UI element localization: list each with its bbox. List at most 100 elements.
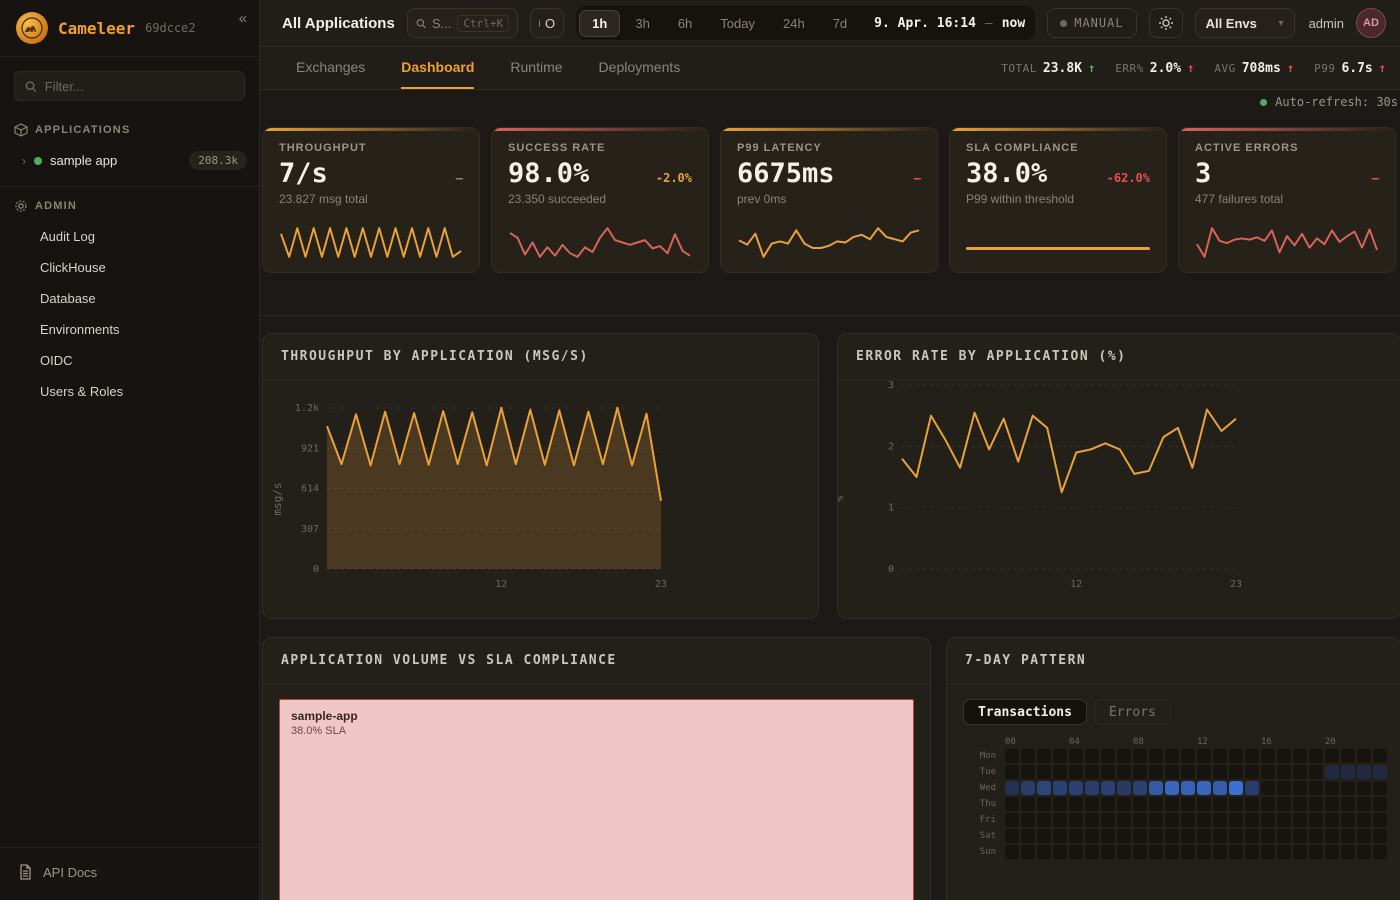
heatmap-cell — [1373, 797, 1387, 811]
card-accent-bar — [1179, 128, 1395, 131]
date-to: now — [1002, 16, 1025, 31]
sparkline — [279, 224, 463, 260]
heatmap-cell — [1069, 781, 1083, 795]
search-shortcut: Ctrl+K — [457, 15, 509, 32]
stat-label: P99 — [1314, 62, 1335, 75]
tab-runtime[interactable]: Runtime — [510, 47, 562, 89]
kpi-card-sla-compliance: SLA COMPLIANCE38.0%-62.0%P99 within thre… — [949, 127, 1167, 273]
sidebar-item-api-docs[interactable]: API Docs — [0, 847, 259, 900]
theme-toggle-button[interactable] — [1149, 8, 1183, 38]
heatmap-cell — [1181, 813, 1195, 827]
heatmap-day-label: Wed — [963, 783, 1003, 793]
pattern-toggle-row: Transactions Errors — [963, 699, 1384, 725]
tab-dashboard[interactable]: Dashboard — [401, 47, 474, 89]
heatmap-cell — [1277, 813, 1291, 827]
time-range-1h[interactable]: 1h — [579, 10, 620, 37]
tab-exchanges[interactable]: Exchanges — [296, 47, 365, 89]
heatmap-cell — [1037, 749, 1051, 763]
heatmap-cell — [1213, 813, 1227, 827]
heatmap-cell — [1133, 749, 1147, 763]
sidebar-item-audit-log[interactable]: Audit Log — [0, 221, 259, 252]
heatmap-cell — [1325, 797, 1339, 811]
heatmap-cell — [1341, 765, 1355, 779]
kpi-card-success-rate: SUCCESS RATE98.0%-2.0%23.350 succeeded — [491, 127, 709, 273]
sidebar-item-sample-app[interactable]: › sample app 208.3k — [0, 145, 259, 176]
stat-total: TOTAL23.8K↑ — [1001, 61, 1095, 76]
heatmap-cell — [1245, 797, 1259, 811]
heatmap-cell — [1277, 781, 1291, 795]
manual-mode-button[interactable]: MANUAL — [1047, 8, 1136, 38]
treemap-tile-sample-app[interactable]: sample-app 38.0% SLA — [279, 699, 914, 900]
heatmap-cell — [1229, 845, 1243, 859]
heatmap-cell — [1069, 813, 1083, 827]
kpi-value: 38.0% — [966, 158, 1047, 189]
svg-text:1.2k: 1.2k — [295, 403, 319, 414]
sidebar-item-database[interactable]: Database — [0, 283, 259, 314]
sla-treemap-panel: APPLICATION VOLUME VS SLA COMPLIANCE sam… — [262, 637, 931, 900]
time-range-24h[interactable]: 24h — [770, 10, 818, 37]
heatmap-cell — [1101, 829, 1115, 843]
heatmap-day-label: Sat — [963, 831, 1003, 841]
stat-value: 23.8K — [1043, 61, 1082, 76]
throughput-chart-panel: THROUGHPUT BY APPLICATION (MSG/S) 1.2k92… — [262, 333, 819, 619]
heatmap-hour-label: 12 — [1197, 737, 1211, 747]
kpi-sparkline — [737, 224, 921, 262]
heatmap-cell — [1229, 781, 1243, 795]
heatmap-cell — [1293, 765, 1307, 779]
stat-value: 6.7s — [1341, 61, 1372, 76]
search-icon — [416, 17, 426, 30]
line-chart-svg: 1.2k92161430701223 — [263, 380, 818, 618]
tab-deployments[interactable]: Deployments — [599, 47, 681, 89]
heatmap-cell — [1021, 797, 1035, 811]
heatmap-cell — [1373, 781, 1387, 795]
heatmap-hour-label: 16 — [1261, 737, 1275, 747]
line-chart-svg: 32101223 — [838, 380, 1400, 618]
stat-err: ERR%2.0%↑ — [1115, 61, 1194, 76]
kpi-delta: -2.0% — [656, 171, 692, 185]
app-root: Cameleer 69dcce2 « APPLICATIONS › sample… — [0, 0, 1400, 900]
kpi-value: 3 — [1195, 158, 1211, 189]
kpi-progress-bar — [966, 247, 1150, 250]
pattern-toggle-errors[interactable]: Errors — [1094, 699, 1171, 725]
heatmap-cell — [1101, 845, 1115, 859]
time-range-7d[interactable]: 7d — [820, 10, 860, 37]
kpi-sparkline — [279, 224, 463, 262]
manual-label: MANUAL — [1074, 16, 1123, 30]
pattern-toggle-transactions[interactable]: Transactions — [963, 699, 1087, 725]
heatmap-cell — [1197, 765, 1211, 779]
avatar[interactable]: AD — [1356, 8, 1386, 38]
sparkline — [508, 224, 692, 260]
heatmap-hour-label: 04 — [1069, 737, 1083, 747]
throughput-chart-title: THROUGHPUT BY APPLICATION (MSG/S) — [263, 334, 818, 380]
sidebar-filter[interactable] — [14, 71, 245, 101]
time-range-today[interactable]: Today — [707, 10, 768, 37]
live-status-button[interactable]: O — [530, 8, 564, 38]
time-range-6h[interactable]: 6h — [665, 10, 705, 37]
sidebar-item-clickhouse[interactable]: ClickHouse — [0, 252, 259, 283]
svg-text:3: 3 — [888, 380, 894, 391]
sidebar-item-oidc[interactable]: OIDC — [0, 345, 259, 376]
api-docs-label: API Docs — [43, 865, 97, 880]
date-range[interactable]: 9. Apr. 16:14 – now — [874, 16, 1025, 31]
expand-chevron-icon[interactable]: › — [22, 154, 26, 168]
heatmap-cell — [1325, 781, 1339, 795]
heatmap-day-label: Fri — [963, 815, 1003, 825]
heatmap-cell — [1085, 813, 1099, 827]
heatmap-cell — [1133, 797, 1147, 811]
heatmap-cell — [1341, 829, 1355, 843]
heatmap-cell — [1165, 749, 1179, 763]
heatmap-cell — [1117, 781, 1131, 795]
global-search[interactable]: S... Ctrl+K — [407, 8, 518, 38]
heatmap-cell — [1053, 749, 1067, 763]
time-range-3h[interactable]: 3h — [622, 10, 662, 37]
sidebar-item-environments[interactable]: Environments — [0, 314, 259, 345]
seven-day-pattern-body: TransactionsErrors 000408121620MonTueWed… — [947, 684, 1400, 874]
env-select[interactable]: All Envs ▾ — [1195, 8, 1295, 38]
gear-icon — [14, 199, 28, 213]
app-name: sample app — [50, 153, 181, 168]
sidebar-item-users-roles[interactable]: Users & Roles — [0, 376, 259, 407]
sidebar: Cameleer 69dcce2 « APPLICATIONS › sample… — [0, 0, 260, 900]
filter-input[interactable] — [45, 79, 234, 94]
heatmap-cell — [1181, 781, 1195, 795]
sidebar-collapse-button[interactable]: « — [239, 10, 247, 27]
